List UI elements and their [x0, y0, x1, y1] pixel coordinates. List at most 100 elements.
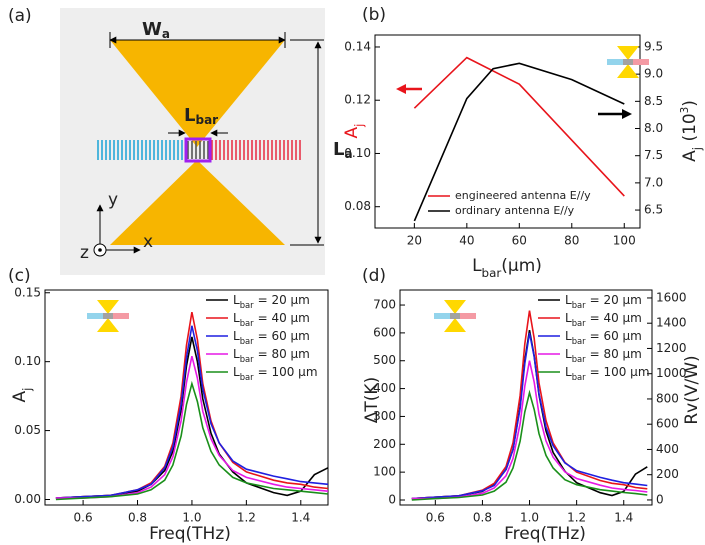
label-main: W [142, 19, 162, 40]
axis-label: z [80, 243, 89, 263]
legend-label: Lbar = 20 μm [233, 293, 310, 310]
series-line [411, 389, 648, 501]
axis-label: Rv(V/W) [682, 355, 702, 424]
label-part: A [10, 390, 30, 402]
plot-frame [399, 289, 653, 506]
inset-antenna [97, 300, 119, 314]
y2-tick-label: 7.5 [644, 148, 663, 162]
y-tick-label: 0.15 [14, 285, 41, 299]
axis-label: x [143, 232, 153, 252]
label-sub: a [162, 27, 170, 41]
x-tick-label: 1.0 [520, 511, 539, 525]
y2-tick-label: 1200 [656, 341, 687, 355]
label-part: = 60 μm [258, 329, 310, 343]
axis-label: ΔT(K) [362, 377, 382, 423]
label-part: = 80 μm [590, 347, 642, 361]
y2-tick-label: 0 [656, 492, 664, 506]
label-part: bar [572, 318, 586, 328]
y-tick-label: 0 [388, 492, 396, 506]
label-part: L [565, 347, 572, 361]
label-part: Freq(THz) [504, 524, 586, 544]
label-part: bar [240, 300, 254, 310]
axis-label: y [108, 190, 118, 210]
y2-tick-label: 9.5 [644, 39, 663, 53]
y-tick-label: 200 [373, 437, 396, 451]
y-tick-label: 0.12 [344, 93, 371, 107]
plot-frame [44, 289, 329, 506]
bar-label: Lbar [184, 105, 218, 127]
label-part: bar [240, 336, 254, 346]
y2-tick-label: 400 [656, 442, 679, 456]
x-tick-label: 1.2 [567, 511, 586, 525]
series-line [411, 332, 648, 500]
x-tick-label: 80 [564, 234, 579, 248]
series-line [411, 310, 648, 500]
x-tick-label: 0.8 [128, 511, 147, 525]
arrow-head [622, 109, 632, 119]
inset-icon [87, 300, 129, 332]
series-line [55, 336, 329, 499]
inset-antenna [617, 46, 639, 60]
legend-label: Lbar = 20 μm [565, 293, 642, 310]
label-part: L [233, 365, 240, 379]
label-part: A [342, 126, 362, 138]
panel-label: (d) [362, 266, 386, 286]
inset-antenna [444, 318, 466, 332]
x-tick-label: 1.2 [237, 511, 256, 525]
inset-icon [434, 300, 476, 332]
label-part: L [565, 329, 572, 343]
axis-label: Freq(THz) [149, 524, 231, 544]
label-part: j [352, 124, 366, 128]
y2-tick-label: 800 [656, 391, 679, 405]
inset-antenna [617, 64, 639, 78]
label-part: L [233, 347, 240, 361]
bar-region [184, 137, 212, 163]
x-tick-label: 0.8 [473, 511, 492, 525]
y2-tick-label: 1600 [656, 290, 687, 304]
label-part: L [565, 293, 572, 307]
series-line [413, 56, 625, 197]
axis-label: Lbar(μm) [472, 256, 542, 280]
inset-antenna [444, 300, 466, 314]
label-sub: bar [195, 113, 218, 127]
label-part: (μm) [501, 256, 542, 276]
label-part: = 80 μm [258, 347, 310, 361]
label-part: Freq(THz) [149, 524, 231, 544]
label-part: 3 [680, 107, 691, 113]
label-part: = 60 μm [590, 329, 642, 343]
y-tick-label: 400 [373, 381, 396, 395]
y-tick-label: 700 [373, 298, 396, 312]
label-part: j [690, 147, 704, 151]
series-line [55, 380, 329, 501]
y-tick-label: 0.05 [14, 423, 41, 437]
legend-label: Lbar = 60 μm [233, 329, 310, 346]
label-part: bar [572, 372, 586, 382]
label-part: bar [240, 372, 254, 382]
label-part: Rv(V/W) [682, 355, 702, 424]
y2-tick-label: 200 [656, 467, 679, 481]
label-part: bar [572, 354, 586, 364]
legend-label: ordinary antenna E//y [455, 204, 575, 217]
y2-tick-label: 1400 [656, 316, 687, 330]
label-main: L [184, 105, 195, 126]
y-tick-label: 0.10 [14, 354, 41, 368]
label-part: L [565, 365, 572, 379]
legend-label: Lbar = 80 μm [565, 347, 642, 364]
label-part: (10 [680, 113, 700, 147]
x-tick-label: 20 [407, 234, 422, 248]
label-part: bar [240, 318, 254, 328]
antenna-top [110, 40, 285, 147]
axis-label: Aj [10, 388, 34, 403]
width-label: Wa [142, 19, 170, 41]
label-sub: a [344, 147, 352, 161]
y-tick-label: 0.08 [344, 199, 371, 213]
y2-tick-label: 600 [656, 417, 679, 431]
label-main: L [333, 139, 344, 160]
arrow-head [396, 84, 406, 94]
axis-label: Aj [342, 124, 366, 139]
label-part: ordinary antenna E//y [455, 204, 575, 217]
antenna-diagram: (a) Wa La Lbar y x z [8, 6, 353, 275]
y-tick-label: 0.00 [14, 492, 41, 506]
legend-label: Lbar = 100 μm [233, 365, 318, 382]
label-part: A [680, 150, 700, 162]
